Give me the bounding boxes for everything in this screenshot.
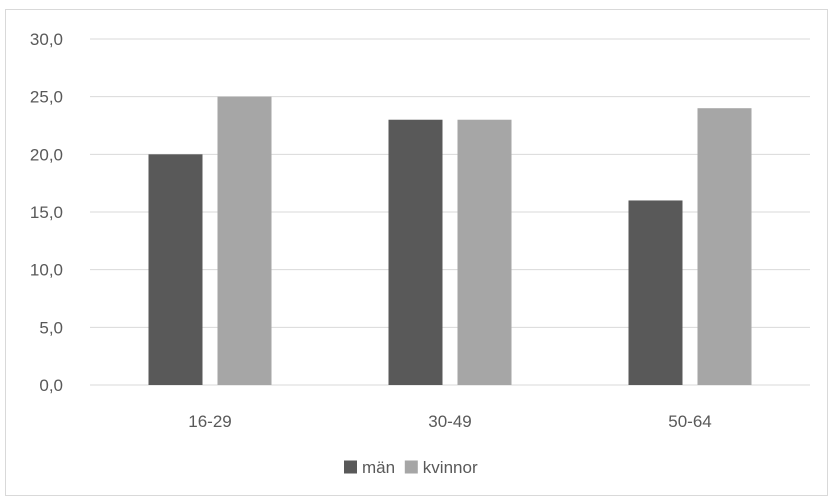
x-tick-label: 30-49 [428,412,471,431]
y-tick-label: 20,0 [30,145,63,164]
bar-män-16-29 [149,154,203,385]
legend-label-män: män [362,458,395,477]
x-tick-label: 16-29 [188,412,231,431]
bar-kvinnor-30-49 [458,120,512,385]
y-tick-label: 0,0 [39,376,63,395]
y-tick-label: 30,0 [30,30,63,49]
legend: män kvinnor [344,458,478,477]
bar-kvinnor-16-29 [218,97,272,385]
bars [149,97,752,385]
y-tick-label: 5,0 [39,318,63,337]
x-axis-ticks: 16-29 30-49 50-64 [188,412,711,431]
y-tick-label: 10,0 [30,261,63,280]
y-axis-ticks: 0,0 5,0 10,0 15,0 20,0 25,0 30,0 [30,30,63,395]
x-tick-label: 50-64 [668,412,711,431]
bar-män-50-64 [629,200,683,385]
legend-label-kvinnor: kvinnor [423,458,478,477]
legend-swatch-män [344,461,357,474]
y-tick-label: 25,0 [30,88,63,107]
y-tick-label: 15,0 [30,203,63,222]
bar-kvinnor-50-64 [698,108,752,385]
legend-swatch-kvinnor [405,461,418,474]
bar-män-30-49 [389,120,443,385]
